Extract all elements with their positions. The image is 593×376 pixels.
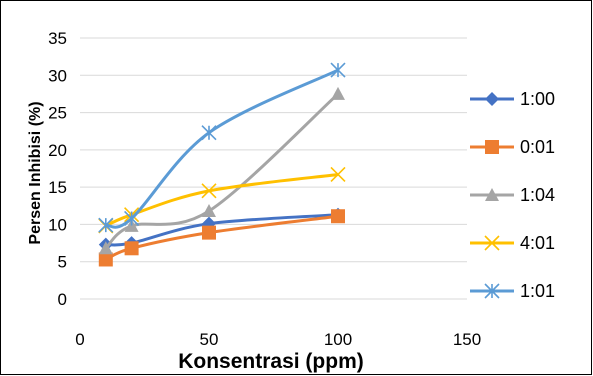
- x-axis-label: Konsentrasi (ppm): [178, 350, 364, 373]
- y-tick-label: 20: [48, 141, 67, 160]
- data-point: [331, 86, 345, 100]
- legend-marker: [485, 92, 499, 106]
- legend-label: 1:01: [520, 281, 555, 301]
- legend-marker: [484, 283, 500, 299]
- legend-marker: [485, 140, 499, 154]
- legend: 1:00 0:01 1:04 4:01 1:01: [470, 89, 555, 301]
- gridlines: [80, 37, 467, 300]
- y-tick-labels: 0 5 10 15 20 25 30 35: [48, 29, 67, 309]
- y-tick-label: 35: [48, 29, 67, 48]
- legend-marker: [485, 188, 499, 201]
- series-layer: [98, 62, 346, 267]
- series-line-3: [105, 172, 339, 228]
- data-point: [330, 166, 346, 183]
- y-tick-label: 5: [58, 253, 67, 272]
- y-tick-label: 15: [48, 178, 67, 197]
- y-tick-label: 25: [48, 104, 67, 123]
- legend-marker: [484, 235, 500, 251]
- data-point: [201, 183, 217, 199]
- series-line-4: [105, 68, 339, 229]
- data-point: [124, 241, 139, 256]
- y-axis-label: Persen Inhibisi (%): [27, 101, 44, 244]
- y-tick-label: 30: [48, 66, 67, 85]
- series-line-0: [105, 213, 339, 247]
- data-point: [202, 225, 216, 240]
- legend-label: 4:01: [520, 233, 555, 253]
- data-point: [98, 217, 114, 233]
- x-tick-label: 150: [453, 330, 481, 349]
- x-tick-labels: 0 50 100 150: [75, 330, 481, 349]
- data-point: [331, 209, 345, 224]
- legend-label: 1:00: [520, 89, 555, 109]
- series-line-2: [104, 92, 340, 250]
- series-line-1: [105, 214, 339, 261]
- x-tick-label: 100: [324, 330, 352, 349]
- y-tick-label: 0: [58, 290, 67, 309]
- x-tick-label: 50: [200, 330, 219, 349]
- data-point: [124, 210, 140, 227]
- data-point: [201, 125, 217, 141]
- data-point: [202, 204, 216, 217]
- data-point: [330, 62, 346, 78]
- y-tick-label: 10: [48, 215, 67, 234]
- legend-label: 0:01: [520, 137, 555, 157]
- data-point: [98, 252, 113, 267]
- data-point: [98, 241, 113, 255]
- legend-label: 1:04: [520, 185, 555, 205]
- x-tick-label: 0: [75, 330, 84, 349]
